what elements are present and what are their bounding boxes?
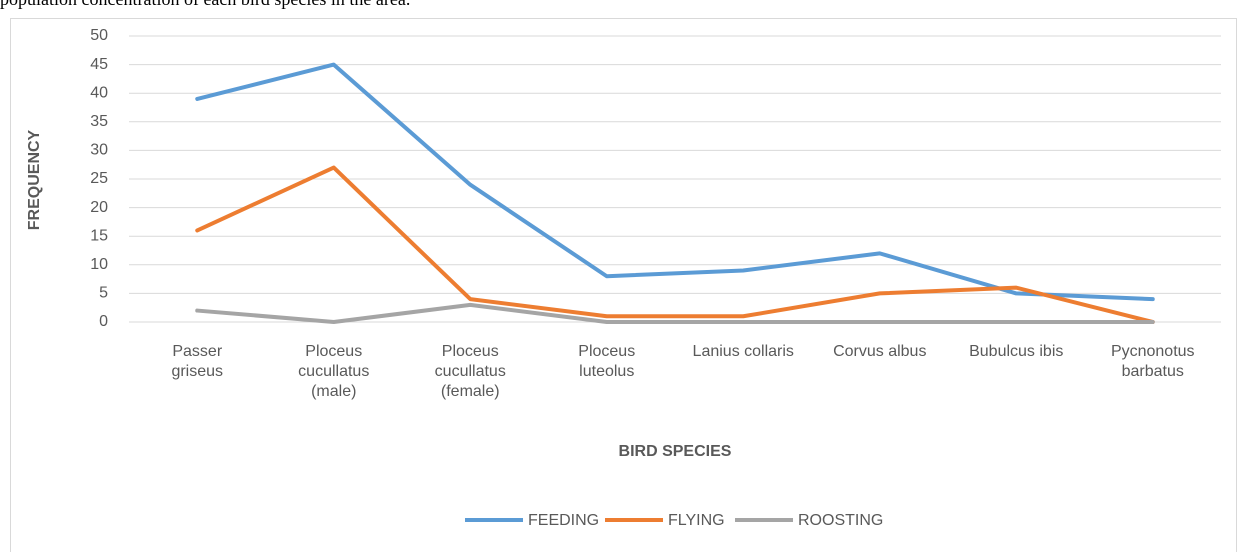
series-line — [195, 165, 1155, 324]
x-tick-label: Pycnonotus barbatus — [1110, 343, 1195, 380]
series-line — [195, 302, 1155, 324]
x-tick-label: Lanius collaris — [692, 343, 794, 360]
x-tick-label: Bubulcus ibis — [969, 343, 1064, 360]
series-line — [195, 62, 1155, 302]
y-tick-label: 40 — [90, 84, 108, 101]
caption: population concentration of each bird sp… — [0, 0, 410, 10]
y-axis-title: FREQUENCY — [26, 129, 43, 230]
x-tick-label: Ploceus cucullatus (female) — [434, 343, 506, 400]
x-tick-label: Corvus albus — [833, 343, 927, 360]
x-tick-label: Ploceus cucullatus (male) — [298, 343, 370, 400]
y-tick-label: 0 — [99, 313, 108, 330]
y-tick-label: 10 — [90, 256, 108, 273]
y-tick-label: 35 — [90, 113, 108, 130]
y-tick-label: 15 — [90, 227, 108, 244]
y-tick-label: 45 — [90, 56, 108, 73]
x-tick-label: Ploceus luteolus — [578, 343, 636, 380]
chart-border — [10, 18, 1237, 552]
y-tick-label: 30 — [90, 142, 108, 159]
legend-label: FEEDING — [528, 512, 599, 529]
y-tick-label: 5 — [99, 285, 108, 302]
y-tick-label: 25 — [90, 170, 108, 187]
y-tick-label: 20 — [90, 199, 108, 216]
legend-label: FLYING — [668, 512, 725, 529]
x-tick-label: Passer griseus — [171, 343, 224, 380]
y-tick-label: 50 — [90, 27, 108, 44]
legend-label: ROOSTING — [798, 512, 883, 529]
x-axis-title: BIRD SPECIES — [619, 443, 732, 460]
